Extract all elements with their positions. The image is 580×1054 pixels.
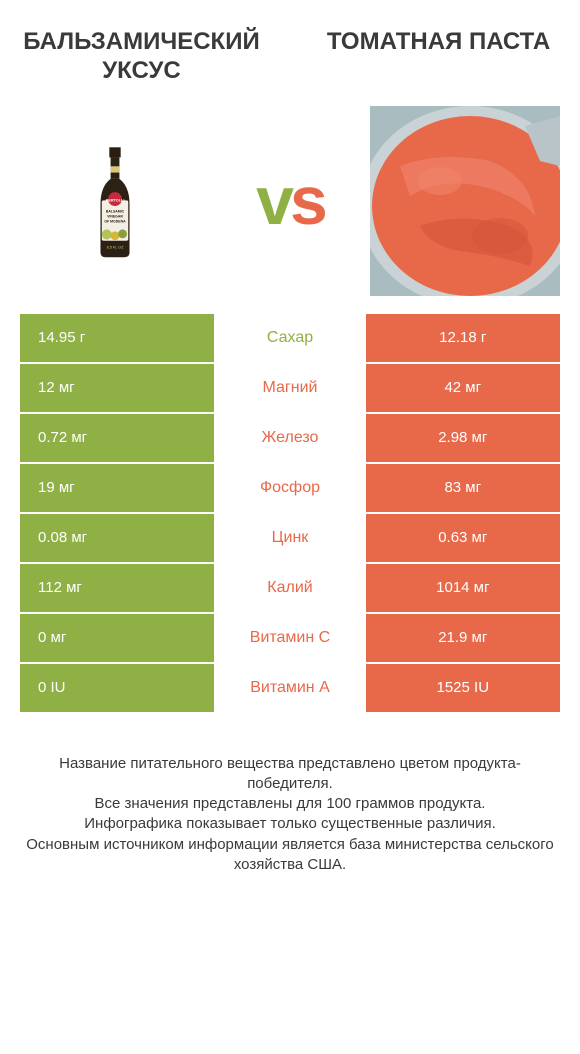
cell-right-value: 83 мг — [366, 464, 560, 512]
cell-nutrient-label: Фосфор — [214, 464, 365, 512]
nutrition-table: 14.95 гСахар12.18 г12 мгМагний42 мг0.72 … — [20, 314, 560, 714]
table-row: 12 мгМагний42 мг — [20, 364, 560, 414]
cell-right-value: 1014 мг — [366, 564, 560, 612]
right-product-image — [370, 106, 560, 296]
svg-text:BERTOLLI: BERTOLLI — [106, 198, 125, 202]
svg-text:OF MODENA: OF MODENA — [104, 219, 126, 223]
cell-left-value: 0.72 мг — [20, 414, 214, 462]
cell-left-value: 0 IU — [20, 664, 214, 712]
table-row: 0.72 мгЖелезо2.98 мг — [20, 414, 560, 464]
cell-nutrient-label: Витамин A — [214, 664, 365, 712]
right-product-title: ТОМАТНАЯ ПАСТА — [317, 28, 560, 86]
cell-nutrient-label: Сахар — [214, 314, 365, 362]
table-row: 0 мгВитамин C21.9 мг — [20, 614, 560, 664]
cell-left-value: 0 мг — [20, 614, 214, 662]
cell-nutrient-label: Цинк — [214, 514, 365, 562]
cell-right-value: 12.18 г — [366, 314, 560, 362]
cell-left-value: 19 мг — [20, 464, 214, 512]
footer-line: Название питательного вещества представл… — [26, 754, 554, 795]
left-product-title: БАЛЬЗАМИЧЕСКИЙ УКСУС — [20, 28, 263, 86]
cell-left-value: 14.95 г — [20, 314, 214, 362]
cell-left-value: 112 мг — [20, 564, 214, 612]
cell-right-value: 21.9 мг — [366, 614, 560, 662]
svg-text:BALSAMIC: BALSAMIC — [106, 209, 125, 213]
cell-left-value: 0.08 мг — [20, 514, 214, 562]
footer-line: Инфографика показывает только существенн… — [26, 814, 554, 834]
cell-nutrient-label: Магний — [214, 364, 365, 412]
footer-line: Все значения представлены для 100 граммо… — [26, 794, 554, 814]
table-row: 0 IUВитамин A1525 IU — [20, 664, 560, 714]
vs-label: vs — [256, 162, 324, 240]
table-row: 19 мгФосфор83 мг — [20, 464, 560, 514]
cell-right-value: 42 мг — [366, 364, 560, 412]
cell-nutrient-label: Калий — [214, 564, 365, 612]
cell-left-value: 12 мг — [20, 364, 214, 412]
table-row: 14.95 гСахар12.18 г — [20, 314, 560, 364]
cell-right-value: 0.63 мг — [366, 514, 560, 562]
cell-nutrient-label: Витамин C — [214, 614, 365, 662]
cell-right-value: 2.98 мг — [366, 414, 560, 462]
svg-text:8.5 FL OZ: 8.5 FL OZ — [107, 245, 125, 249]
footer-notes: Название питательного вещества представл… — [20, 754, 560, 876]
table-row: 112 мгКалий1014 мг — [20, 564, 560, 614]
svg-text:VINEGAR: VINEGAR — [107, 214, 123, 218]
left-product-image: BERTOLLI BALSAMIC VINEGAR OF MODENA 8.5 … — [20, 106, 210, 296]
table-row: 0.08 мгЦинк0.63 мг — [20, 514, 560, 564]
footer-line: Основным источником информации является … — [26, 835, 554, 876]
cell-nutrient-label: Железо — [214, 414, 365, 462]
cell-right-value: 1525 IU — [366, 664, 560, 712]
